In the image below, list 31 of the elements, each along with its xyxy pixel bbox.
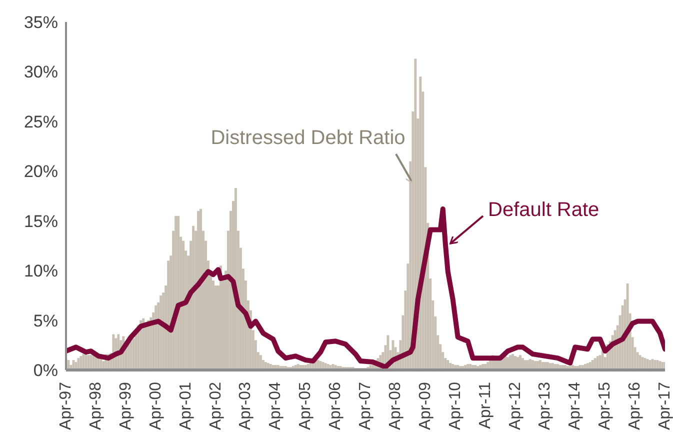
x-tick-label: Apr-09	[416, 382, 434, 430]
y-tick-label: 0%	[33, 361, 58, 380]
y-tick-label: 15%	[24, 212, 58, 231]
x-tick-label: Apr-17	[656, 382, 673, 430]
x-tick-label: Apr-98	[87, 382, 104, 430]
x-tick-label: Apr-13	[536, 382, 554, 430]
x-tick-label: Apr-00	[147, 382, 164, 430]
x-tick-label: Apr-11	[476, 382, 494, 429]
x-tick-label: Apr-04	[267, 382, 284, 430]
x-tick-label: Apr-15	[596, 382, 614, 430]
y-tick-label: 35%	[24, 13, 58, 32]
x-tick-label: Apr-10	[446, 382, 464, 430]
x-tick-label: Apr-05	[297, 382, 314, 430]
x-tick-label: Apr-07	[357, 382, 374, 430]
x-tick-label: Apr-16	[626, 382, 644, 430]
x-tick-label: Apr-14	[566, 382, 584, 430]
y-tick-label: 5%	[33, 311, 58, 330]
x-tick-label: Apr-97	[58, 382, 74, 430]
text: Default Rate	[488, 199, 600, 221]
x-tick-label: Apr-03	[237, 382, 254, 430]
y-tick-label: 10%	[24, 262, 58, 281]
x-tick-label: Apr-06	[327, 382, 344, 430]
x-tick-label: Apr-12	[506, 382, 524, 430]
y-tick-label: 30%	[24, 62, 58, 82]
series-label: Distressed Debt Ratio	[210, 127, 406, 149]
x-tick-label: Apr-08	[386, 382, 404, 430]
x-tick-label: Apr-02	[207, 382, 224, 430]
x-tick-label: Apr-01	[177, 382, 194, 430]
y-tick-label: 20%	[24, 162, 58, 182]
x-tick-label: Apr-99	[117, 382, 134, 430]
y-tick-label: 25%	[24, 112, 58, 132]
